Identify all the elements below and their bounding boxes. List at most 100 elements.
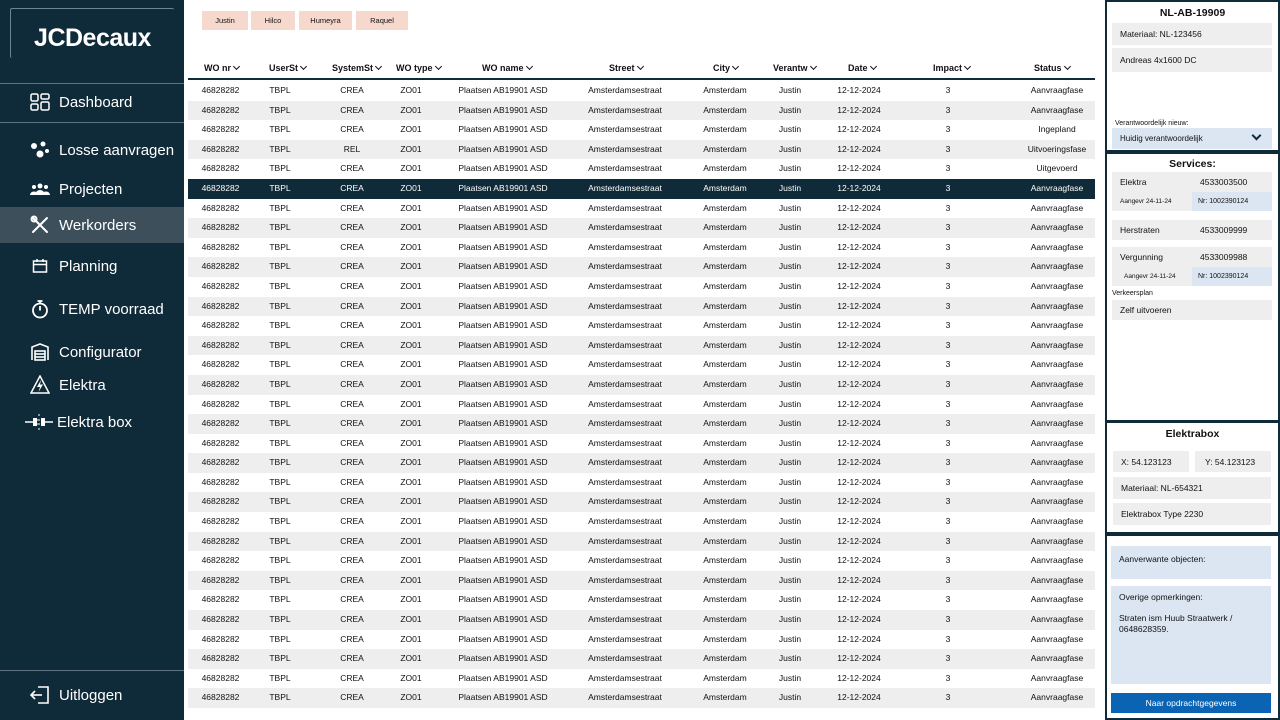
- column-header-street[interactable]: Street: [609, 62, 644, 73]
- table-row[interactable]: 46828282 TBPL CREA ZO01 Plaatsen AB19901 ASD…: [188, 551, 1095, 571]
- table-cell-city: Amsterdam: [703, 496, 747, 507]
- table-cell-street: Amsterdamsestraat: [588, 692, 662, 703]
- table-cell-city: Amsterdam: [703, 359, 747, 370]
- table-row[interactable]: 46828282 TBPL REL ZO01 Plaatsen AB19901 ASD A…: [188, 139, 1095, 160]
- table-cell-date: 12-12-2024: [837, 143, 881, 154]
- table-row[interactable]: 46828282 TBPL CREA ZO01 Plaatsen AB19901 ASD…: [188, 610, 1095, 630]
- table-row[interactable]: 46828282 TBPL CREA ZO01 Plaatsen AB19901 ASD…: [188, 159, 1095, 179]
- elektrabox-material-field: Materiaal: NL-654321: [1113, 477, 1271, 499]
- table-row[interactable]: 46828282 TBPL CREA ZO01 Plaatsen AB19901 ASD…: [188, 512, 1095, 532]
- table-cell-impact: 3: [945, 653, 951, 664]
- table-row[interactable]: 46828282 TBPL CREA ZO01 Plaatsen AB19901 ASD…: [188, 531, 1095, 552]
- sidebar-item-label: Dashboard: [59, 93, 133, 111]
- to-client-details-button[interactable]: Naar opdrachtgegevens: [1111, 693, 1271, 713]
- table-cell-street: Amsterdamsestraat: [588, 222, 662, 233]
- sidebar-item-dashboard[interactable]: Dashboard: [0, 84, 184, 120]
- table-row[interactable]: 46828282 TBPL CREA ZO01 Plaatsen AB19901 ASD…: [188, 316, 1095, 336]
- column-header-date[interactable]: Date: [848, 62, 877, 73]
- table-row[interactable]: 46828282 TBPL CREA ZO01 Plaatsen AB19901 ASD…: [188, 570, 1095, 591]
- table-cell-verantw: Justin: [778, 653, 802, 664]
- table-cell-verantw: Justin: [778, 104, 802, 115]
- table-cell-wo-name: Plaatsen AB19901 ASD: [458, 261, 548, 272]
- column-header-impact[interactable]: Impact: [933, 62, 972, 73]
- table-cell-impact: 3: [945, 594, 951, 605]
- table-row[interactable]: 46828282 TBPL CREA ZO01 Plaatsen AB19901 ASD…: [188, 257, 1095, 277]
- jcdecaux-logo[interactable]: JCDecaux: [10, 8, 174, 58]
- table-cell-date: 12-12-2024: [837, 692, 881, 703]
- filter-chip-justin[interactable]: Justin: [202, 11, 248, 30]
- table-row[interactable]: 46828282 TBPL CREA ZO01 Plaatsen AB19901 ASD…: [188, 100, 1095, 121]
- sidebar-item-label: Elektra: [59, 376, 106, 394]
- table-cell-verantw: Justin: [778, 516, 802, 527]
- logout-button[interactable]: Uitloggen: [0, 677, 184, 713]
- table-row[interactable]: 46828282 TBPL CREA ZO01 Plaatsen AB19901 ASD…: [188, 218, 1095, 238]
- sidebar-item-losse-aanvragen[interactable]: Losse aanvragen: [0, 132, 184, 168]
- table-row[interactable]: 46828282 TBPL CREA ZO01 Plaatsen AB19901 ASD…: [188, 355, 1095, 375]
- table-row[interactable]: 46828282 TBPL CREA ZO01 Plaatsen AB19901 ASD…: [188, 296, 1095, 317]
- table-cell-date: 12-12-2024: [837, 653, 881, 664]
- table-row[interactable]: 46828282 TBPL CREA ZO01 Plaatsen AB19901 ASD…: [188, 199, 1095, 219]
- sidebar-item-configurator[interactable]: Configurator: [0, 334, 184, 370]
- sidebar-item-werkorders[interactable]: Werkorders: [0, 207, 184, 243]
- table-row[interactable]: 46828282 TBPL CREA ZO01 Plaatsen AB19901 ASD…: [188, 335, 1095, 356]
- table-row[interactable]: 46828282 TBPL CREA ZO01 Plaatsen AB19901 ASD…: [188, 414, 1095, 434]
- table-cell-wo-nr: 46828282: [201, 378, 240, 389]
- sidebar-item-temp-voorraad[interactable]: TEMP voorraad: [0, 291, 184, 327]
- remarks-field[interactable]: Overige opmerkingen: Straten ism Huub St…: [1111, 586, 1271, 684]
- table-row[interactable]: 46828282 TBPL CREA ZO01 Plaatsen AB19901 ASD…: [188, 453, 1095, 473]
- table-cell-systemst: CREA: [340, 555, 364, 566]
- table-row[interactable]: 46828282 TBPL CREA ZO01 Plaatsen AB19901 ASD…: [188, 277, 1095, 297]
- table-row[interactable]: 46828282 TBPL CREA ZO01 Plaatsen AB19901 ASD…: [188, 473, 1095, 493]
- table-cell-wo-nr: 46828282: [201, 555, 240, 566]
- table-cell-date: 12-12-2024: [837, 535, 881, 546]
- table-row[interactable]: 46828282 TBPL CREA ZO01 Plaatsen AB19901 ASD…: [188, 669, 1095, 689]
- table-row[interactable]: 46828282 TBPL CREA ZO01 Plaatsen AB19901 ASD…: [188, 630, 1095, 650]
- table-cell-wo-type: ZO01: [400, 104, 422, 115]
- column-header-systemst[interactable]: SystemSt: [332, 62, 383, 73]
- table-cell-impact: 3: [945, 104, 951, 115]
- table-cell-impact: 3: [945, 437, 951, 448]
- table-cell-impact: 3: [945, 672, 951, 683]
- filter-chip-humeyra[interactable]: Humeyra: [299, 11, 352, 30]
- column-header-wo-type[interactable]: WO type: [396, 62, 442, 73]
- notes-panel: Aanverwante objecten: Overige opmerkinge…: [1105, 534, 1280, 720]
- column-header-wo-name[interactable]: WO name: [482, 62, 533, 73]
- owner-select[interactable]: Huidig verantwoordelijk: [1112, 128, 1272, 149]
- logout-label: Uitloggen: [59, 686, 123, 704]
- sidebar-item-elektra-box[interactable]: Elektra box: [0, 404, 184, 440]
- filter-chip-raquel[interactable]: Raquel: [356, 11, 408, 30]
- column-header-wo-nr[interactable]: WO nr: [204, 62, 241, 73]
- table-cell-wo-nr: 46828282: [201, 202, 240, 213]
- table-row[interactable]: 46828282 TBPL CREA ZO01 Plaatsen AB19901 ASD…: [188, 374, 1095, 395]
- table-cell-systemst: CREA: [340, 516, 364, 527]
- column-header-city[interactable]: City: [713, 62, 740, 73]
- sidebar-item-elektra[interactable]: Elektra: [0, 367, 184, 403]
- related-objects-field[interactable]: Aanverwante objecten:: [1111, 546, 1271, 579]
- table-cell-city: Amsterdam: [703, 182, 747, 193]
- table-row[interactable]: 46828282 TBPL CREA ZO01 Plaatsen AB19901 ASD…: [188, 688, 1095, 708]
- table-row[interactable]: 46828282 TBPL CREA ZO01 Plaatsen AB19901 ASD…: [188, 395, 1095, 415]
- table-cell-status: Ingepland: [1038, 124, 1076, 135]
- sidebar-item-planning[interactable]: Planning: [0, 248, 184, 284]
- table-cell-wo-nr: 46828282: [201, 124, 240, 135]
- table-row[interactable]: 46828282 TBPL CREA ZO01 Plaatsen AB19901 ASD…: [188, 81, 1095, 101]
- filter-chip-hilco[interactable]: Hilco: [251, 11, 295, 30]
- table-cell-userst: TBPL: [269, 241, 291, 252]
- sidebar-item-projecten[interactable]: Projecten: [0, 171, 184, 207]
- table-cell-impact: 3: [945, 378, 951, 389]
- table-row[interactable]: 46828282 TBPL CREA ZO01 Plaatsen AB19901 ASD…: [188, 238, 1095, 258]
- table-row[interactable]: 46828282 TBPL CREA ZO01 Plaatsen AB19901 ASD…: [188, 120, 1095, 140]
- table-cell-systemst: CREA: [340, 496, 364, 507]
- column-header-verantw[interactable]: Verantw: [773, 62, 817, 73]
- table-row[interactable]: 46828282 TBPL CREA ZO01 Plaatsen AB19901 ASD…: [188, 649, 1095, 669]
- column-header-userst[interactable]: UserSt: [269, 62, 308, 73]
- table-cell-verantw: Justin: [778, 339, 802, 350]
- table-row[interactable]: 46828282 TBPL CREA ZO01 Plaatsen AB19901 ASD…: [188, 590, 1095, 610]
- table-cell-userst: TBPL: [269, 378, 291, 389]
- table-row[interactable]: 46828282 TBPL CREA ZO01 Plaatsen AB19901 ASD…: [188, 178, 1095, 199]
- table-cell-impact: 3: [945, 516, 951, 527]
- detail-panel: NL-AB-19909 Materiaal: NL-123456 Andreas…: [1105, 0, 1280, 152]
- column-header-status[interactable]: Status: [1034, 62, 1071, 73]
- table-row[interactable]: 46828282 TBPL CREA ZO01 Plaatsen AB19901 ASD…: [188, 492, 1095, 513]
- table-row[interactable]: 46828282 TBPL CREA ZO01 Plaatsen AB19901 ASD…: [188, 434, 1095, 454]
